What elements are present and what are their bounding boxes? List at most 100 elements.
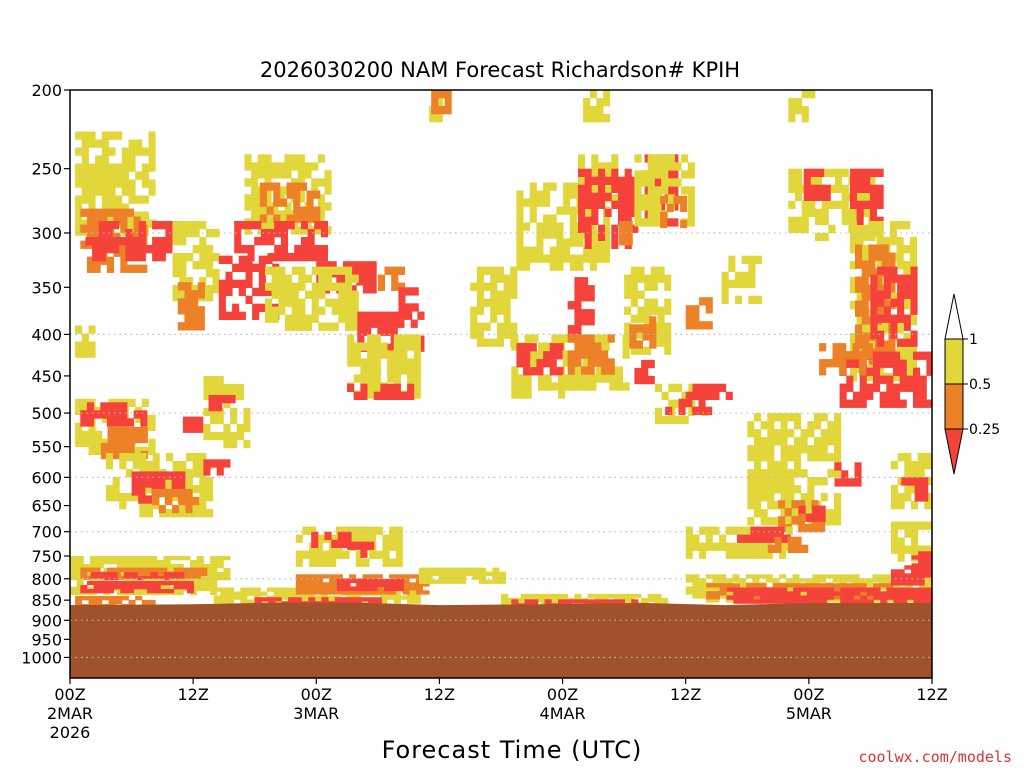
ri-cell — [913, 351, 921, 360]
ri-cell — [685, 586, 693, 591]
ri-cell — [271, 162, 279, 171]
ri-cell — [141, 211, 149, 220]
ri-cell — [924, 569, 932, 574]
ri-cell — [705, 305, 713, 314]
ri-cell — [307, 237, 315, 246]
ri-cell — [692, 383, 700, 392]
ri-cell — [641, 178, 649, 187]
ri-cell — [849, 176, 857, 185]
ri-cell — [575, 366, 583, 375]
ri-cell — [501, 597, 509, 603]
ri-cell — [265, 306, 273, 315]
ri-cell — [382, 542, 390, 551]
ri-cell — [179, 221, 187, 230]
ri-cell — [788, 216, 796, 225]
ri-cell — [896, 253, 904, 262]
ri-cell — [581, 293, 589, 302]
ri-cell — [795, 184, 803, 193]
ri-cell — [187, 567, 195, 572]
ri-cell — [876, 200, 884, 209]
ri-cell — [671, 186, 679, 195]
ri-cell — [886, 383, 894, 392]
ri-cell — [152, 488, 160, 498]
ri-cell — [699, 594, 707, 599]
ri-cell — [833, 587, 841, 592]
ri-cell — [879, 391, 887, 400]
ri-cell — [315, 550, 323, 559]
ri-cell — [476, 298, 484, 307]
ri-cell — [81, 438, 89, 447]
ri-cell — [437, 90, 445, 99]
ri-cell — [719, 542, 727, 551]
ri-cell — [563, 246, 571, 255]
ri-cell — [839, 399, 847, 408]
ri-cell — [277, 194, 285, 203]
x-tick-label: 00Z — [301, 685, 332, 704]
ri-cell — [556, 343, 564, 352]
ri-region-47 — [665, 398, 713, 415]
x-axis-label: Forecast Time (UTC) — [382, 736, 643, 764]
ri-cell — [199, 277, 207, 286]
ri-cell — [826, 583, 834, 588]
ri-cell — [852, 574, 860, 579]
ri-cell — [83, 564, 91, 569]
ri-cell — [485, 571, 493, 576]
ri-cell — [834, 453, 842, 462]
ri-cell — [879, 399, 887, 408]
ri-cell — [634, 593, 642, 599]
ri-cell — [422, 582, 430, 587]
ri-cell — [150, 556, 158, 561]
ri-cell — [178, 471, 186, 480]
ri-cell — [839, 351, 847, 360]
ri-cell — [770, 534, 778, 543]
ri-cell — [232, 279, 240, 288]
ri-cell — [926, 595, 932, 600]
ri-cell — [244, 194, 252, 203]
ri-cell — [492, 567, 500, 572]
ri-cell — [849, 192, 857, 201]
ri-cell — [243, 407, 251, 417]
ri-cell — [325, 298, 333, 307]
ri-cell — [120, 248, 128, 257]
ri-cell — [813, 591, 821, 596]
ri-cell — [774, 469, 782, 478]
ri-cell — [601, 358, 609, 367]
ri-cell — [705, 574, 713, 579]
ri-cell — [314, 253, 322, 262]
ri-cell — [691, 406, 699, 415]
ri-cell — [120, 402, 128, 411]
ri-cell — [879, 375, 887, 384]
ri-cell — [274, 253, 282, 262]
ri-cell — [523, 359, 531, 368]
ri-cell — [726, 587, 734, 592]
ri-cell — [208, 395, 216, 404]
ri-cell — [595, 374, 603, 383]
ri-cell — [345, 290, 353, 299]
ri-cell — [732, 583, 740, 588]
ri-cell — [210, 560, 218, 565]
ri-cell — [523, 198, 531, 207]
ri-cell — [376, 578, 384, 584]
ri-cell — [210, 564, 218, 569]
ri-cell — [223, 423, 231, 433]
ri-cell — [740, 587, 748, 592]
ri-cell — [476, 274, 484, 283]
ri-cell — [584, 168, 592, 177]
ri-cell — [299, 206, 307, 215]
ri-cell — [524, 382, 532, 391]
ri-cell — [609, 382, 617, 391]
ri-cell — [101, 414, 109, 423]
ri-cell — [886, 595, 894, 600]
ri-cell — [307, 253, 315, 262]
ri-cell — [563, 198, 571, 207]
ri-cell — [832, 574, 840, 579]
ri-cell — [135, 596, 143, 601]
ri-cell — [295, 582, 303, 587]
ri-cell — [160, 567, 168, 572]
ri-cell — [295, 586, 303, 591]
ri-cell — [311, 314, 319, 323]
ri-cell — [604, 208, 612, 217]
ri-cell — [496, 338, 504, 347]
ri-cell — [578, 178, 586, 187]
ri-cell — [918, 551, 926, 556]
